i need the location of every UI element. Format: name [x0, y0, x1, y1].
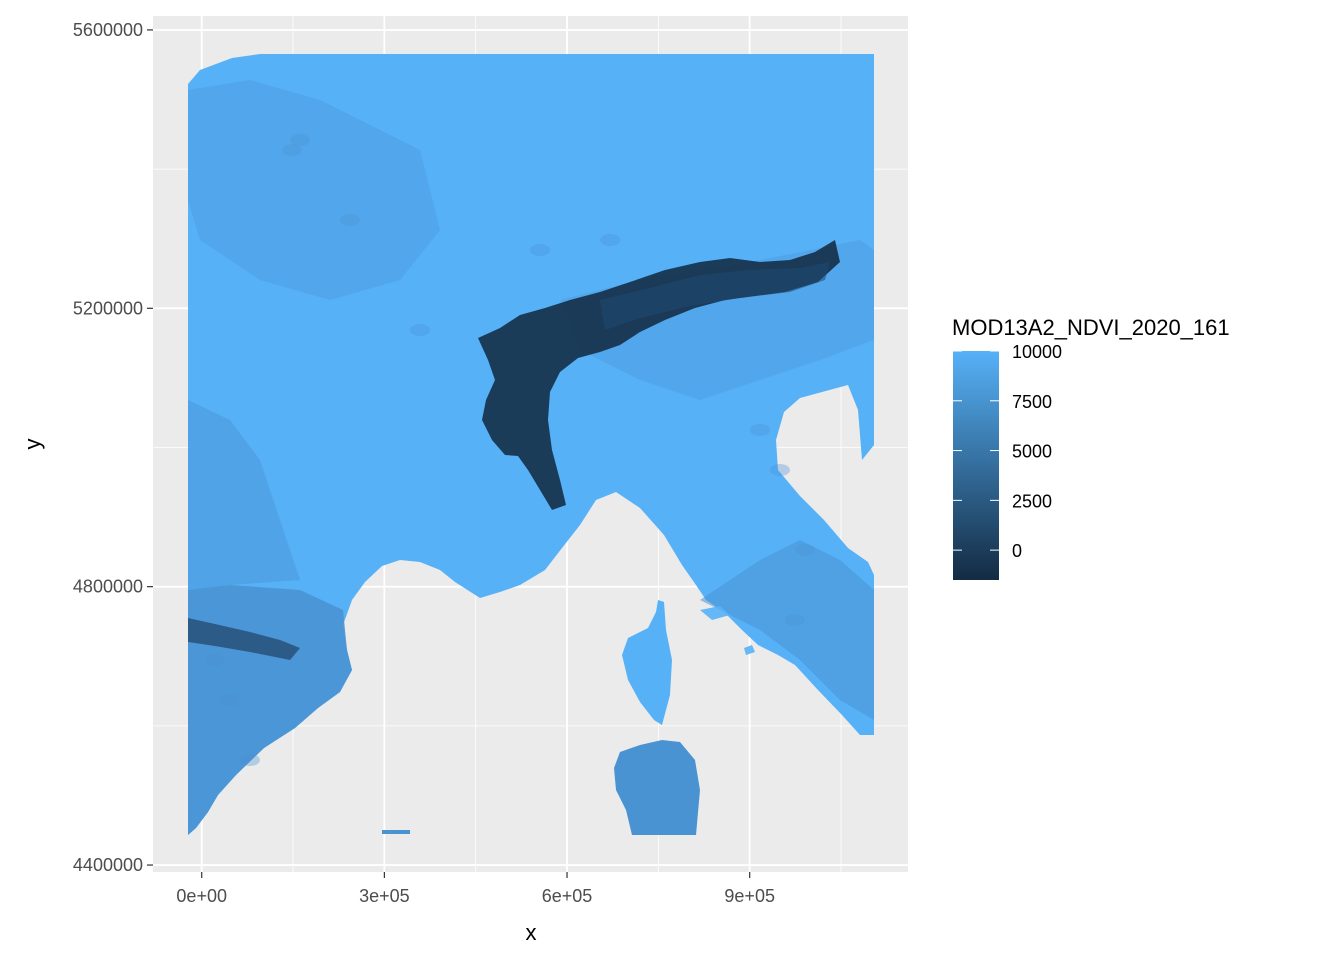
legend-break-label: 0: [1012, 541, 1022, 561]
raster-sardinia: [614, 740, 700, 835]
raster-alps-mid: [600, 262, 830, 330]
raster-southwest-france: [188, 400, 300, 590]
y-tick-label: 5200000: [73, 298, 143, 318]
y-axis: 4400000 4800000 5200000 5600000: [73, 20, 153, 875]
raster-alps-dark: [478, 240, 840, 510]
raster-texture: [795, 544, 815, 556]
x-tick-label: 3e+05: [359, 886, 410, 906]
legend-title: MOD13A2_NDVI_2020_161: [952, 315, 1230, 340]
raster-pyrenees: [188, 618, 300, 660]
x-tick-label: 9e+05: [724, 886, 775, 906]
y-tick-label: 4800000: [73, 577, 143, 597]
raster-island-speck: [382, 830, 410, 834]
raster-texture: [600, 234, 620, 246]
raster-texture: [290, 134, 310, 146]
y-axis-title: y: [20, 439, 45, 450]
x-tick-label: 6e+05: [542, 886, 593, 906]
x-axis-title: x: [526, 920, 537, 945]
y-tick-label: 5600000: [73, 20, 143, 40]
y-tick-label: 4400000: [73, 855, 143, 875]
raster-northwest-region: [188, 80, 440, 300]
legend: MOD13A2_NDVI_2020_161 10000 7500 5000 2500 0: [952, 315, 1230, 580]
raster-texture: [205, 654, 225, 666]
legend-breaks: 10000 7500 5000 2500 0: [953, 342, 1062, 561]
legend-colorbar: [953, 351, 999, 580]
x-tick-label: 0e+00: [176, 886, 227, 906]
ndvi-raster: [188, 54, 874, 835]
raster-texture: [220, 694, 240, 706]
raster-texture: [770, 464, 790, 476]
legend-break-label: 2500: [1012, 491, 1052, 511]
legend-break-label: 10000: [1012, 342, 1062, 362]
raster-island-speck: [700, 606, 730, 620]
raster-apennines: [700, 540, 874, 720]
raster-texture: [785, 614, 805, 626]
raster-texture: [410, 324, 430, 336]
raster-corsica: [622, 600, 672, 725]
raster-texture: [240, 754, 260, 766]
legend-break-label: 7500: [1012, 392, 1052, 412]
raster-texture: [282, 144, 302, 156]
legend-break-label: 5000: [1012, 442, 1052, 462]
raster-texture: [340, 214, 360, 226]
raster-texture: [530, 244, 550, 256]
raster-texture: [750, 424, 770, 436]
raster-island-speck: [744, 645, 755, 655]
x-axis: 0e+00 3e+05 6e+05 9e+05: [176, 872, 775, 906]
